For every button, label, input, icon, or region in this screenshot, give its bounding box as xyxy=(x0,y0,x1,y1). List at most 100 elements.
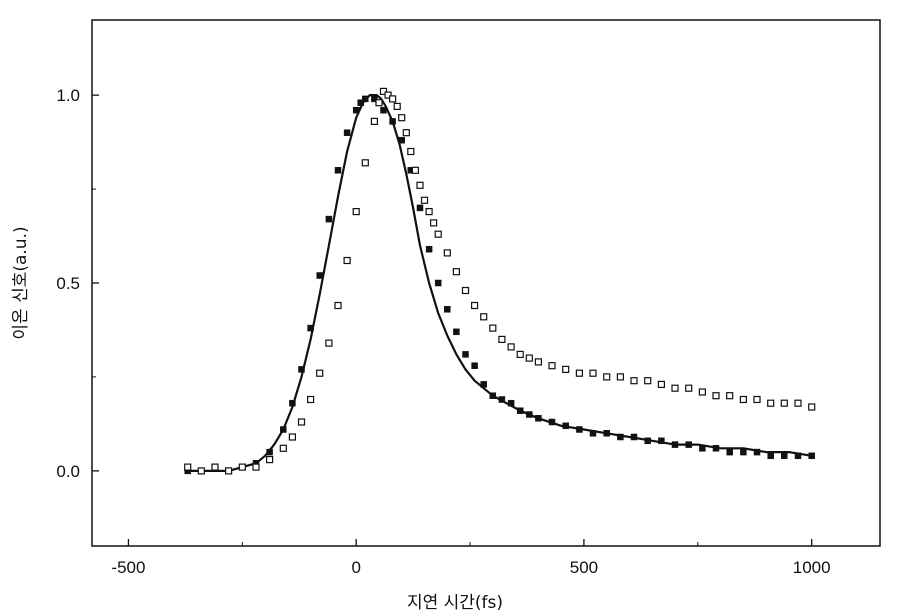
open-square-point xyxy=(297,418,306,426)
open-square-point xyxy=(443,249,451,257)
filled-square-point xyxy=(434,279,442,287)
open-square-point xyxy=(393,102,401,111)
fit-curve-group xyxy=(187,94,812,472)
open-square-point xyxy=(726,392,734,400)
filled-square-point xyxy=(416,204,424,212)
open-square-point xyxy=(316,369,324,377)
open-square-point xyxy=(430,219,438,227)
y-axis-label: 이온 신호(a.u.) xyxy=(11,226,31,339)
filled-square-point xyxy=(362,95,369,103)
open-square-point xyxy=(471,301,479,310)
open-square-point xyxy=(266,456,274,464)
open-square-point xyxy=(657,380,666,388)
filled-square-point xyxy=(562,422,569,430)
open-square-point xyxy=(343,256,351,265)
filled-square-point xyxy=(334,167,342,174)
y-tick-label: 0.5 xyxy=(56,274,80,293)
filled-square-point xyxy=(280,426,287,433)
open-square-point xyxy=(452,268,460,276)
open-square-point xyxy=(379,87,388,96)
filled-square-point xyxy=(535,415,542,422)
open-square-point xyxy=(288,433,296,441)
x-tick-label: 0 xyxy=(351,558,360,577)
open-square-point xyxy=(548,362,556,370)
open-square-point xyxy=(753,395,761,404)
x-axis-label: 지연 시간(fs) xyxy=(407,593,503,613)
filled-square-point xyxy=(298,366,305,373)
filled-square-point xyxy=(516,407,524,414)
open-square-point xyxy=(603,373,611,381)
filled-square-point xyxy=(398,136,405,144)
filled-square-point xyxy=(489,392,497,399)
open-square-point xyxy=(325,339,333,347)
open-square-point xyxy=(525,354,533,362)
filled-square-point xyxy=(685,441,692,448)
open-square-point xyxy=(361,159,369,167)
open-square-point xyxy=(420,196,429,204)
filled-square-point xyxy=(526,411,533,418)
open-square-point xyxy=(712,392,720,400)
y-tick-label: 1.0 xyxy=(56,86,80,105)
open-square-point xyxy=(562,365,570,373)
open-square-point xyxy=(489,324,497,332)
open-square-point xyxy=(398,114,406,122)
open-square-point xyxy=(411,166,419,174)
open-square-point xyxy=(589,369,597,377)
open-square-point xyxy=(407,147,415,156)
filled-square-point xyxy=(444,306,451,313)
filled-square-point xyxy=(316,272,323,279)
filled-square-point xyxy=(808,452,815,460)
filled-square-point xyxy=(589,430,597,437)
filled-square-point xyxy=(480,381,487,388)
open-square-point xyxy=(402,129,410,137)
filled-square-point xyxy=(644,437,651,445)
x-tick-label: 500 xyxy=(570,558,598,577)
open-square-point xyxy=(307,395,315,404)
filled-square-point xyxy=(603,430,610,437)
open-square-point xyxy=(279,444,287,452)
open-square-point xyxy=(425,208,433,216)
filled-square-point xyxy=(767,452,774,460)
open-square-point xyxy=(370,117,378,126)
open-square-point xyxy=(739,395,748,404)
open-square-point xyxy=(197,467,205,475)
open-square-point xyxy=(644,377,652,385)
filled-square-point xyxy=(371,95,378,103)
filled-square-point xyxy=(357,99,364,106)
filled-square-point xyxy=(548,418,556,426)
open-square-point xyxy=(507,343,515,351)
open-square-point xyxy=(238,463,246,471)
y-tick-label: 0.0 xyxy=(56,462,80,481)
filled-square-point xyxy=(699,445,706,452)
x-tick-label: -500 xyxy=(111,558,145,577)
open-square-point xyxy=(534,358,543,366)
open-square-point xyxy=(516,350,524,358)
data-points-group xyxy=(184,87,816,475)
filled-square-point xyxy=(307,324,314,332)
open-square-point xyxy=(252,463,260,471)
filled-square-point xyxy=(389,118,396,125)
open-square-point xyxy=(575,369,584,377)
filled-square-point xyxy=(266,448,273,456)
open-square-point xyxy=(780,399,788,407)
open-square-point xyxy=(767,399,775,407)
open-square-point xyxy=(794,399,802,407)
filled-square-point xyxy=(781,452,788,460)
filled-square-point xyxy=(658,437,665,445)
plot-frame xyxy=(91,19,881,547)
filled-square-point xyxy=(453,328,460,336)
open-square-point xyxy=(698,388,707,396)
open-square-point xyxy=(334,301,342,310)
filled-square-point xyxy=(498,396,506,403)
filled-square-point xyxy=(753,448,761,456)
open-square-point xyxy=(461,286,470,295)
x-tick-label: 1000 xyxy=(793,558,831,577)
filled-square-point xyxy=(352,106,360,114)
open-square-point xyxy=(685,384,693,392)
open-square-point xyxy=(375,99,383,107)
filled-square-point xyxy=(507,399,515,407)
open-square-point xyxy=(808,403,816,411)
open-square-point xyxy=(384,91,392,99)
open-square-point xyxy=(352,208,360,216)
